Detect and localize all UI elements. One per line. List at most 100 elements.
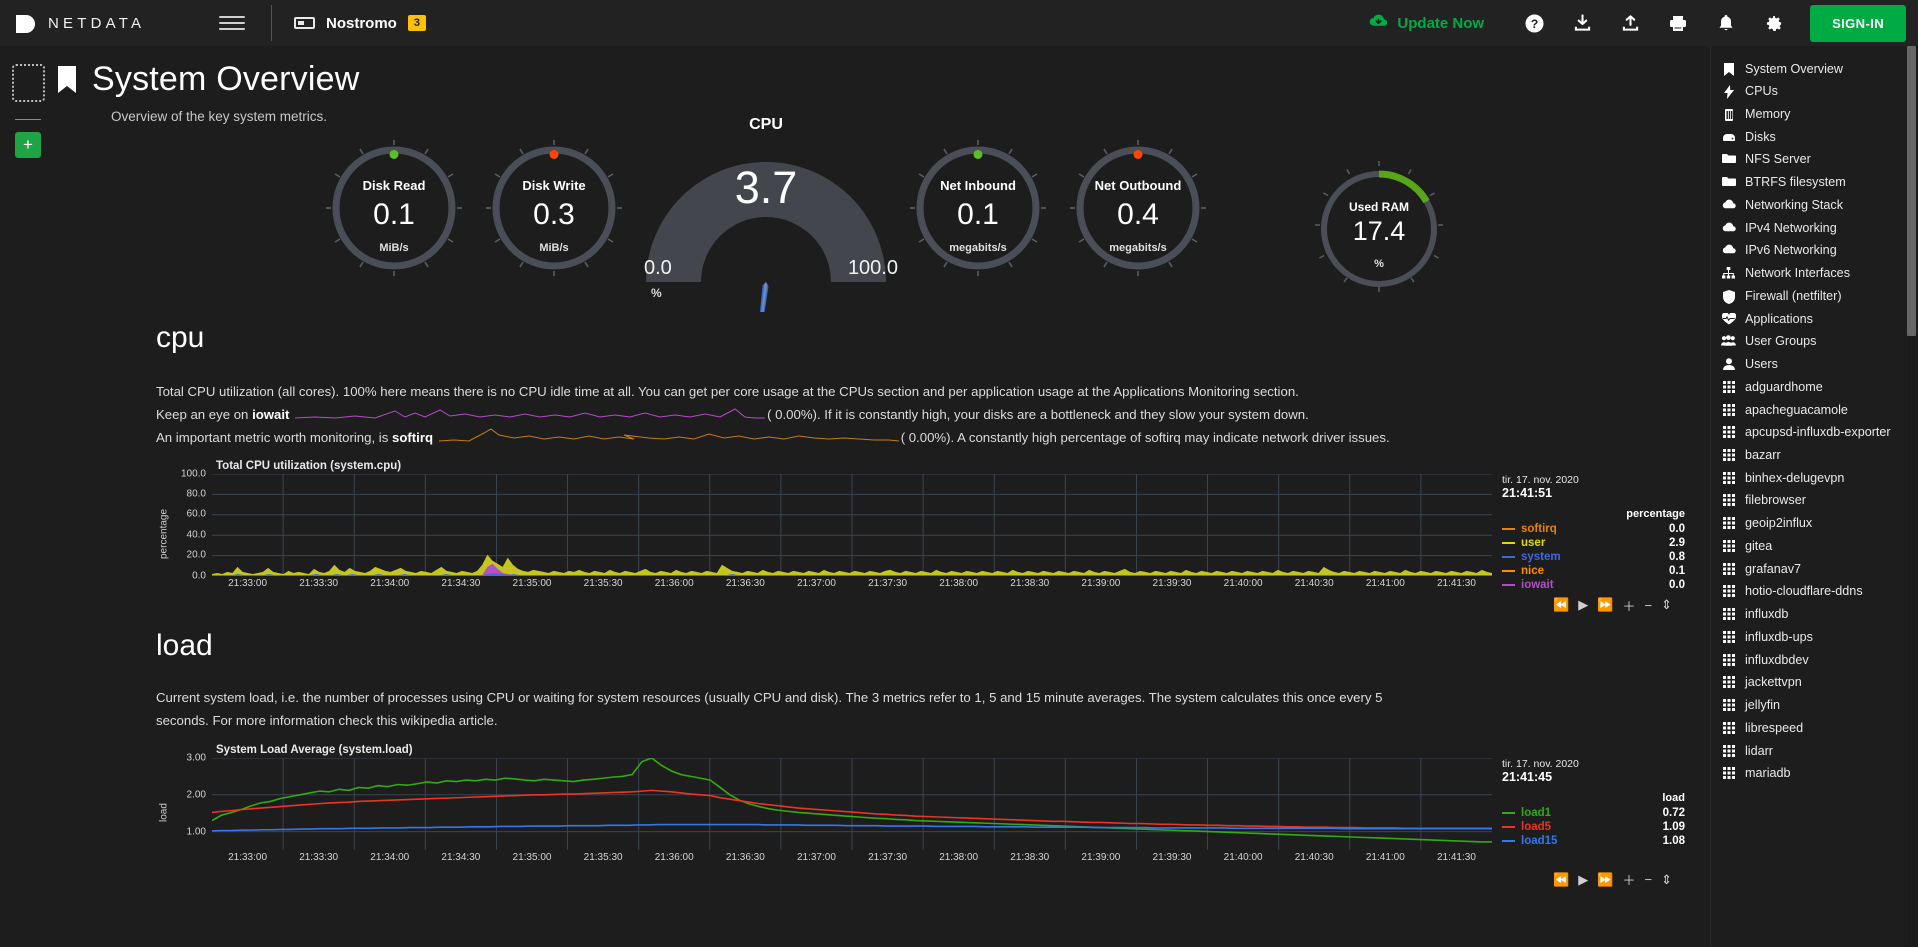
legend-row[interactable]: load15 1.08 xyxy=(1502,835,1688,847)
print-icon[interactable] xyxy=(1654,0,1702,46)
chart-legend: tir. 17. nov. 2020 21:41:51 percentage s… xyxy=(1492,474,1688,594)
sidebar-item-btrfs-filesystem[interactable]: BTRFS filesystem xyxy=(1711,172,1918,195)
resize-icon[interactable]: ⇕ xyxy=(1661,597,1672,613)
play-icon[interactable]: ▶ xyxy=(1578,871,1589,887)
sidebar-item-network-interfaces[interactable]: Network Interfaces xyxy=(1711,263,1918,286)
sidebar-item-filebrowser[interactable]: filebrowser xyxy=(1711,490,1918,513)
zoom-in-icon[interactable]: ＋ xyxy=(1622,873,1636,889)
sidebar-item-jackettvpn[interactable]: jackettvpn xyxy=(1711,672,1918,695)
desc-metric-softirq: softirq xyxy=(392,429,434,445)
sidebar-item-ipv6-networking[interactable]: IPv6 Networking xyxy=(1711,240,1918,263)
sidebar-item-users[interactable]: Users xyxy=(1711,354,1918,377)
legend-row[interactable]: user 2.9 xyxy=(1502,537,1688,549)
sidebar-scrollbar-thumb[interactable] xyxy=(1907,46,1916,336)
zoom-out-icon[interactable]: − xyxy=(1644,872,1653,888)
zoom-in-icon[interactable]: ＋ xyxy=(1622,598,1636,614)
sidebar-item-influxdbdev[interactable]: influxdbdev xyxy=(1711,649,1918,672)
sidebar-item-bazarr[interactable]: bazarr xyxy=(1711,444,1918,467)
sidebar-item-disks[interactable]: Disks xyxy=(1711,126,1918,149)
sidebar-item-grafanav7[interactable]: grafanav7 xyxy=(1711,558,1918,581)
sidebar-item-lidarr[interactable]: lidarr xyxy=(1711,740,1918,763)
chart-plot-area[interactable]: 0.0 20.0 40.0 60.0 80.0 100.0 21:33:00 21:33:3… xyxy=(172,468,1492,594)
zoom-out-icon[interactable]: − xyxy=(1644,597,1653,613)
sidebar-item-user-groups[interactable]: User Groups xyxy=(1711,331,1918,354)
download-icon[interactable] xyxy=(1558,0,1606,46)
bell-icon[interactable] xyxy=(1702,0,1750,46)
sidebar-item-nfs-server[interactable]: NFS Server xyxy=(1711,149,1918,172)
sidebar-item-mariadb[interactable]: mariadb xyxy=(1711,763,1918,786)
sidebar-item-gitea[interactable]: gitea xyxy=(1711,535,1918,558)
sidebar-item-label: mariadb xyxy=(1745,766,1791,781)
gauge-net-inbound[interactable]: Net Inbound 0.1 megabits/s xyxy=(898,132,1058,284)
help-icon[interactable]: ? xyxy=(1510,0,1558,46)
divider xyxy=(271,5,272,41)
legend-row[interactable]: iowait 0.0 xyxy=(1502,579,1688,591)
sidebar-item-cpus[interactable]: CPUs xyxy=(1711,81,1918,104)
legend-row[interactable]: load1 0.72 xyxy=(1502,807,1688,819)
gauge-disk-write[interactable]: Disk Write 0.3 MiB/s xyxy=(474,132,634,284)
sidebar-item-applications[interactable]: Applications xyxy=(1711,308,1918,331)
gauge-used-ram[interactable]: Used RAM 17.4 % xyxy=(1304,154,1454,304)
sidebar-item-binhex-delugevpn[interactable]: binhex-delugevpn xyxy=(1711,467,1918,490)
sidebar-item-apcupsd-influxdb-exporter[interactable]: apcupsd-influxdb-exporter xyxy=(1711,422,1918,445)
sidebar-item-networking-stack[interactable]: Networking Stack xyxy=(1711,194,1918,217)
gauge-units: megabits/s xyxy=(949,242,1007,254)
skip-forward-icon[interactable]: ⏩ xyxy=(1597,597,1614,613)
skip-forward-icon[interactable]: ⏩ xyxy=(1597,871,1614,887)
x-tick-label: 21:33:30 xyxy=(299,577,339,589)
gauge-cpu[interactable]: CPU 3.7 0.0 100.0 % xyxy=(626,116,906,312)
section-load: load Current system load, i.e. the numbe… xyxy=(56,629,1700,890)
add-dashboard-button[interactable]: + xyxy=(15,132,41,158)
legend-row[interactable]: system 0.8 xyxy=(1502,551,1688,563)
chart-xticks: 21:33:00 21:33:30 21:34:00 21:34:30 21:35:00… xyxy=(212,852,1492,868)
legend-series-name: system xyxy=(1521,550,1561,563)
play-icon[interactable]: ▶ xyxy=(1578,597,1589,613)
sidebar-item-system-overview[interactable]: System Overview xyxy=(1711,58,1918,81)
sidebar-item-ipv4-networking[interactable]: IPv4 Networking xyxy=(1711,217,1918,240)
brand[interactable]: NETDATA xyxy=(0,12,215,34)
x-tick-label: 21:36:00 xyxy=(654,577,694,589)
bolt-icon xyxy=(1721,84,1736,100)
legend-row[interactable]: nice 0.1 xyxy=(1502,565,1688,577)
sidebar-item-jellyfin[interactable]: jellyfin xyxy=(1711,695,1918,718)
legend-row[interactable]: load5 1.09 xyxy=(1502,821,1688,833)
section-title-cpu: cpu xyxy=(156,321,205,354)
chart-canvas[interactable] xyxy=(212,473,1492,577)
sidebar-item-geoip2influx[interactable]: geoip2influx xyxy=(1711,513,1918,536)
sidebar-item-influxdb-ups[interactable]: influxdb-ups xyxy=(1711,626,1918,649)
chart-plot-area[interactable]: 1.00 2.00 3.00 21:33:00 21:33:30 21:34:00 21:… xyxy=(172,753,1492,868)
resize-icon[interactable]: ⇕ xyxy=(1661,871,1672,887)
sidebar-item-firewall-netfilter[interactable]: Firewall (netfilter) xyxy=(1711,285,1918,308)
sidebar-item-label: IPv6 Networking xyxy=(1745,243,1837,258)
update-now-button[interactable]: Update Now xyxy=(1369,13,1484,33)
sidebar-item-adguardhome[interactable]: adguardhome xyxy=(1711,376,1918,399)
menu-toggle-icon[interactable] xyxy=(219,16,245,30)
sidebar-item-librespeed[interactable]: librespeed xyxy=(1711,717,1918,740)
sign-in-button[interactable]: SIGN-IN xyxy=(1810,4,1906,42)
sidebar-scrollbar-track[interactable] xyxy=(1907,46,1917,947)
host-selector[interactable]: Nostromo 3 xyxy=(294,15,426,32)
legend-color-swatch xyxy=(1502,541,1515,544)
skip-backward-icon[interactable]: ⏪ xyxy=(1553,597,1570,613)
chart-system-load[interactable]: System Load Average (system.load) load 1… xyxy=(156,744,1688,889)
legend-series-value: 0.1 xyxy=(1669,564,1685,577)
legend-row[interactable]: softirq 0.0 xyxy=(1502,523,1688,535)
gauge-disk-read[interactable]: Disk Read 0.1 MiB/s xyxy=(314,132,474,284)
gear-icon[interactable] xyxy=(1750,0,1798,46)
sidebar-item-apacheguacamole[interactable]: apacheguacamole xyxy=(1711,399,1918,422)
sidebar-item-influxdb[interactable]: influxdb xyxy=(1711,604,1918,627)
sidebar-item-label: influxdbdev xyxy=(1745,652,1809,667)
skip-backward-icon[interactable]: ⏪ xyxy=(1553,871,1570,887)
upload-icon[interactable] xyxy=(1606,0,1654,46)
sidebar-item-memory[interactable]: Memory xyxy=(1711,103,1918,126)
chart-system-cpu[interactable]: Total CPU utilization (system.cpu) perce… xyxy=(156,460,1688,615)
main-content: System Overview Overview of the key syst… xyxy=(56,46,1710,947)
desc-text: ( 0.00%). A constantly high percentage o… xyxy=(900,429,1390,445)
dashboard-placeholder-box[interactable] xyxy=(11,64,45,102)
sidebar-item-hotio-cloudflare-ddns[interactable]: hotio-cloudflare-ddns xyxy=(1711,581,1918,604)
chart-canvas[interactable] xyxy=(211,757,1492,851)
gauge-net-outbound[interactable]: Net Outbound 0.4 megabits/s xyxy=(1058,132,1218,284)
chart-yticks: 0.0 20.0 40.0 60.0 80.0 100.0 xyxy=(172,468,210,581)
x-tick-label: 21:39:30 xyxy=(1152,852,1192,864)
right-sidebar[interactable]: System Overview CPUs Memory Disks NFS Server… xyxy=(1710,46,1918,947)
